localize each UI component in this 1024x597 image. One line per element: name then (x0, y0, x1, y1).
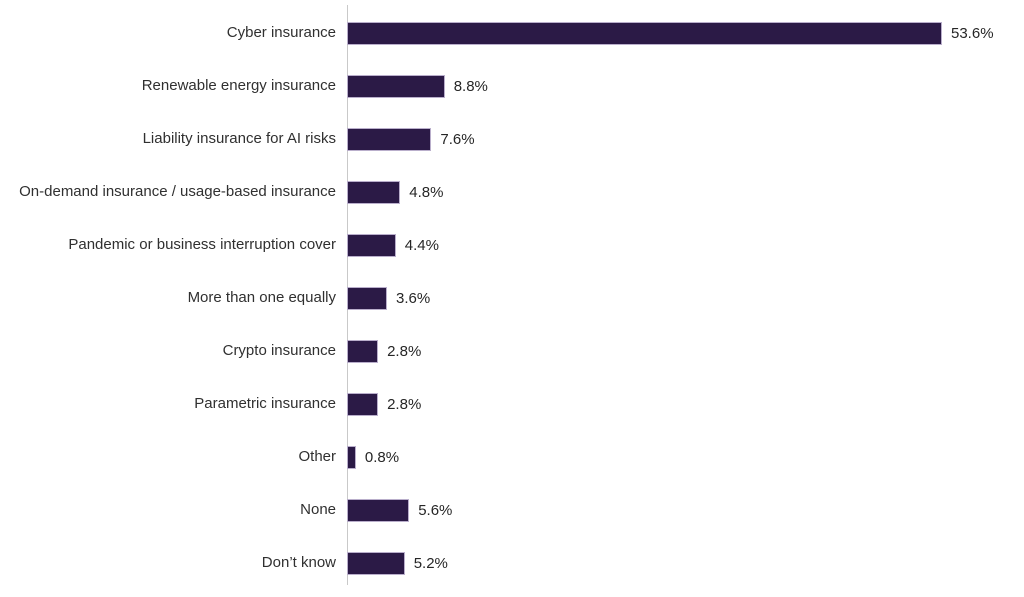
bar-row: Parametric insurance 2.8% (0, 378, 1024, 431)
bar-track: 0.8% (347, 446, 1024, 469)
bar-row: Don’t know 5.2% (0, 537, 1024, 590)
category-label: Renewable energy insurance (141, 77, 336, 95)
category-label: Cyber insurance (226, 24, 336, 42)
bar-track: 5.2% (347, 552, 1024, 575)
category-label: Parametric insurance (194, 395, 336, 413)
bar-track: 4.4% (347, 234, 1024, 257)
bar (347, 234, 396, 257)
category-label: Liability insurance for AI risks (142, 130, 336, 148)
bar-row: None 5.6% (0, 484, 1024, 537)
value-label: 8.8% (453, 78, 488, 95)
bar-track: 7.6% (347, 128, 1024, 151)
bar-track: 2.8% (347, 340, 1024, 363)
bar (347, 181, 401, 204)
value-label: 3.6% (396, 290, 431, 307)
bar (347, 287, 387, 310)
bar (347, 499, 410, 522)
category-label: Don’t know (261, 554, 336, 572)
bar (347, 552, 405, 575)
chart-rows: Cyber insurance 53.6% Renewable energy ins… (0, 7, 1024, 590)
bar-track: 8.8% (347, 75, 1024, 98)
bar (347, 128, 432, 151)
bar-row: Pandemic or business interruption cover 4… (0, 219, 1024, 272)
bar (347, 22, 942, 45)
category-label: Pandemic or business interruption cover (68, 236, 336, 254)
bar-row: Renewable energy insurance 8.8% (0, 60, 1024, 113)
value-label: 2.8% (387, 396, 422, 413)
bar-track: 3.6% (347, 287, 1024, 310)
category-label: On-demand insurance / usage-based insura… (19, 183, 336, 201)
bar-track: 5.6% (347, 499, 1024, 522)
value-label: 7.6% (440, 131, 475, 148)
value-label: 5.2% (413, 555, 448, 572)
category-label: None (300, 501, 336, 519)
value-label: 2.8% (387, 343, 422, 360)
bar-track: 4.8% (347, 181, 1024, 204)
bar (347, 393, 379, 416)
bar-row: Liability insurance for AI risks 7.6% (0, 113, 1024, 166)
value-label: 53.6% (951, 25, 994, 42)
bar (347, 340, 379, 363)
bar-row: Cyber insurance 53.6% (0, 7, 1024, 60)
bar-row: Crypto insurance 2.8% (0, 325, 1024, 378)
value-label: 0.8% (364, 449, 400, 466)
value-label: 4.8% (409, 184, 444, 201)
bar (347, 446, 356, 469)
category-label: Crypto insurance (222, 342, 336, 360)
bar-track: 2.8% (347, 393, 1024, 416)
bar-track: 53.6% (347, 22, 1024, 45)
value-label: 4.4% (404, 237, 439, 254)
bar-row: Other 0.8% (0, 431, 1024, 484)
bar-row: More than one equally 3.6% (0, 272, 1024, 325)
category-label: Other (298, 448, 336, 466)
category-label: More than one equally (187, 289, 336, 307)
value-label: 5.6% (418, 502, 453, 519)
bar (347, 75, 445, 98)
bar-row: On-demand insurance / usage-based insura… (0, 166, 1024, 219)
